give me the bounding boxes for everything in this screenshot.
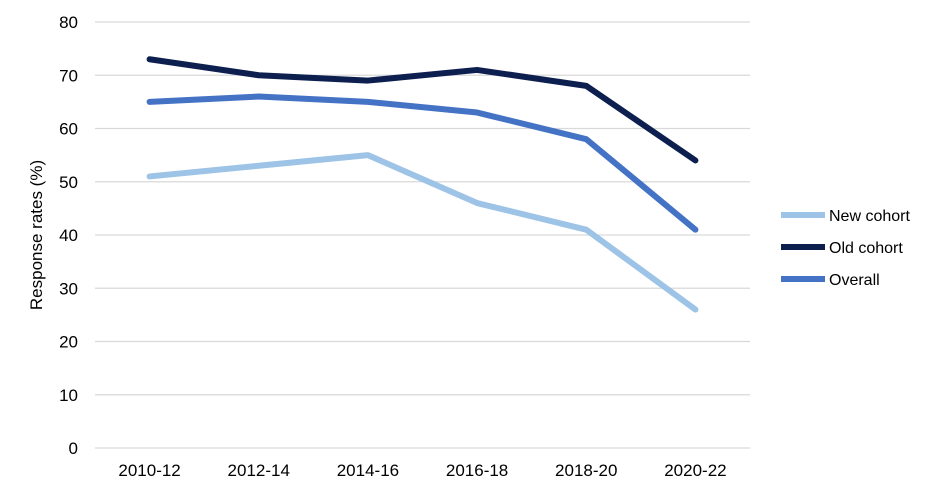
series-line-overall <box>146 93 699 233</box>
gridlines <box>95 21 750 449</box>
legend-label-old-cohort: Old cohort <box>829 240 903 257</box>
x-tick-label: 2018-20 <box>555 461 617 480</box>
y-tick-label: 50 <box>59 173 78 192</box>
y-tick-label: 10 <box>59 386 78 405</box>
y-tick-label: 20 <box>59 333 78 352</box>
y-axis-ticks: 0 10 20 30 40 50 60 70 80 <box>59 13 78 458</box>
x-tick-label: 2012-14 <box>228 461 290 480</box>
x-tick-label: 2016-18 <box>446 461 508 480</box>
y-tick-label: 80 <box>59 13 78 32</box>
series-line-old-cohort <box>146 56 699 164</box>
series-line-new-cohort <box>146 152 699 313</box>
x-tick-label: 2010-12 <box>118 461 180 480</box>
y-tick-label: 60 <box>59 120 78 139</box>
y-axis-title: Response rates (%) <box>27 160 46 310</box>
y-tick-label: 0 <box>69 439 78 458</box>
x-tick-label: 2014-16 <box>337 461 399 480</box>
series-lines <box>146 56 699 313</box>
y-tick-label: 30 <box>59 279 78 298</box>
legend: New cohort Old cohort Overall <box>781 208 910 289</box>
legend-label-new-cohort: New cohort <box>829 208 910 225</box>
x-tick-label: 2020-22 <box>664 461 726 480</box>
x-axis-ticks: 2010-12 2012-14 2014-16 2016-18 2018-20 2020-… <box>118 461 726 480</box>
y-tick-label: 70 <box>59 66 78 85</box>
legend-label-overall: Overall <box>829 272 880 289</box>
y-tick-label: 40 <box>59 226 78 245</box>
